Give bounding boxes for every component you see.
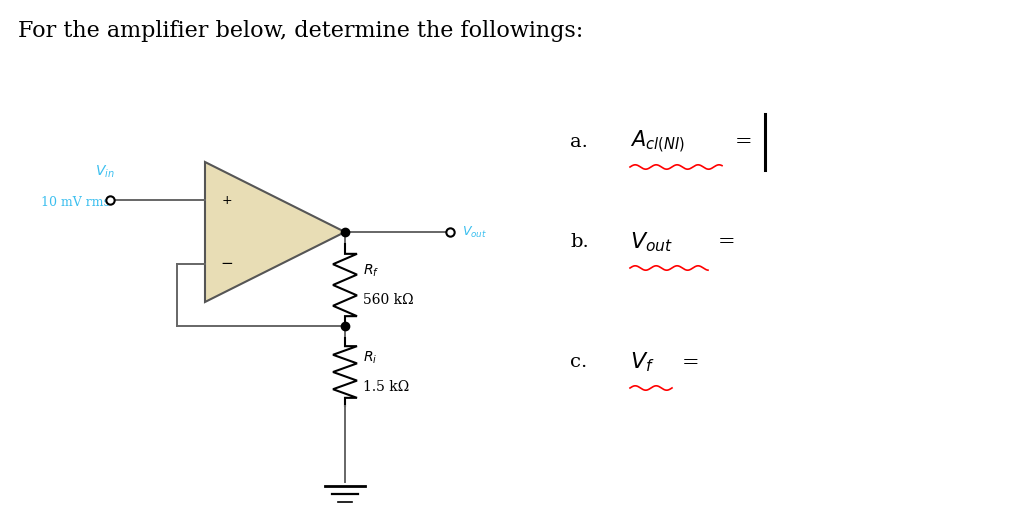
Text: =: = [682, 353, 699, 372]
Text: c.: c. [570, 353, 587, 371]
Text: 560 kΩ: 560 kΩ [362, 293, 414, 307]
Text: $V_{out}$: $V_{out}$ [462, 224, 487, 239]
Text: =: = [735, 132, 753, 151]
Polygon shape [205, 162, 345, 302]
Text: +: + [221, 193, 232, 206]
Text: $\mathit{V_{out}}$: $\mathit{V_{out}}$ [630, 230, 673, 254]
Text: b.: b. [570, 233, 589, 251]
Text: For the amplifier below, determine the followings:: For the amplifier below, determine the f… [18, 20, 584, 42]
Text: $\mathit{V_f}$: $\mathit{V_f}$ [630, 350, 654, 374]
Text: =: = [718, 233, 735, 251]
Text: $R_f$: $R_f$ [362, 263, 379, 279]
Text: 1.5 kΩ: 1.5 kΩ [362, 380, 410, 394]
Text: a.: a. [570, 133, 588, 151]
Text: −: − [220, 256, 233, 271]
Text: 10 mV rms: 10 mV rms [41, 195, 110, 208]
Text: $V_{in}$: $V_{in}$ [95, 164, 115, 180]
Text: $R_i$: $R_i$ [362, 350, 377, 366]
Text: $\mathit{A_{cl(NI)}}$: $\mathit{A_{cl(NI)}}$ [630, 129, 685, 155]
